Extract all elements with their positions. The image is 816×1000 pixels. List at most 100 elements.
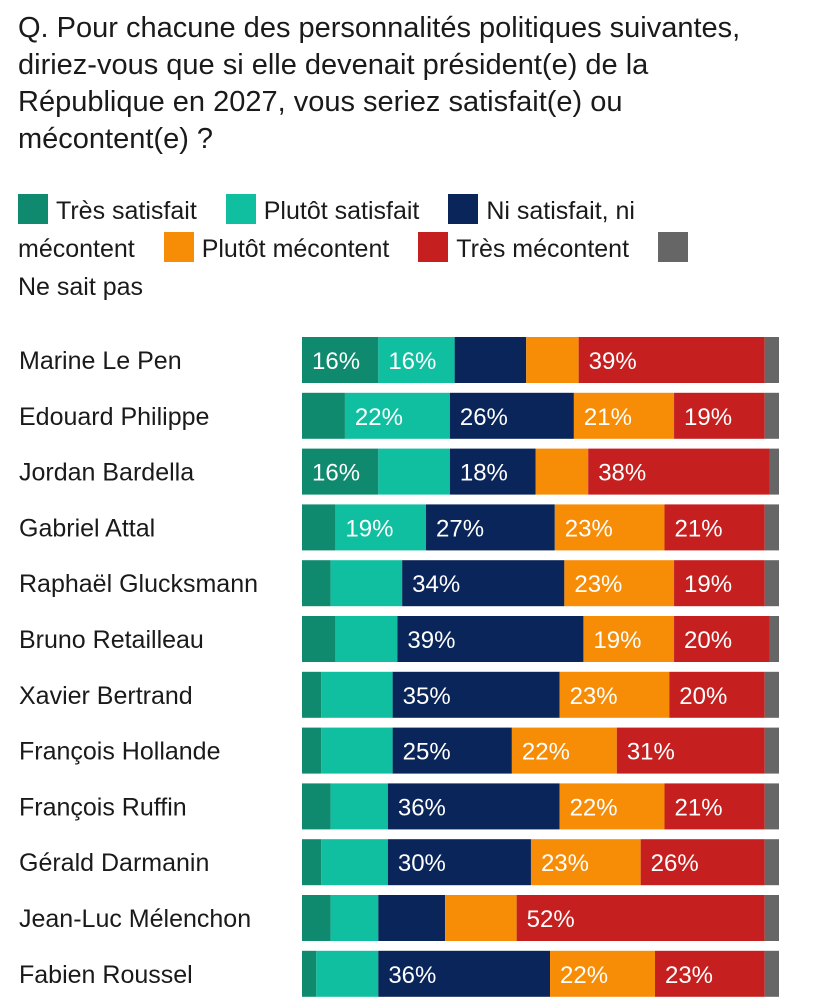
bar-segment — [321, 727, 393, 774]
category-label: Bruno Retailleau — [19, 626, 204, 654]
bar-segment — [664, 783, 765, 830]
bar-segment — [764, 727, 779, 774]
legend-label: Plutôt satisfait — [263, 197, 420, 225]
bar-segment — [302, 950, 317, 997]
bar-segment — [449, 448, 536, 495]
legend-label: Ne sait pas — [18, 273, 144, 301]
data-label: 22% — [522, 739, 570, 766]
data-label: 19% — [593, 627, 641, 654]
data-label: 19% — [684, 571, 732, 598]
legend-item: Plutôt satisfait — [225, 194, 420, 225]
chart-question-title: Q. Pour chacune des personnalités politi… — [18, 12, 741, 155]
bar-segment — [378, 337, 455, 383]
category-label: Gérald Darmanin — [19, 849, 209, 877]
bar-segment — [564, 560, 675, 607]
bar-segment — [669, 671, 765, 718]
bar-segment — [330, 895, 379, 941]
category-label: Edouard Philippe — [19, 403, 209, 431]
bar-segment — [302, 616, 336, 662]
data-label: 30% — [398, 850, 446, 877]
bar-segment — [392, 727, 512, 774]
data-label: 21% — [584, 404, 632, 431]
category-label: Jordan Bardella — [19, 459, 194, 487]
data-label: 23% — [574, 571, 622, 598]
bar-segment — [764, 504, 779, 551]
legend-item: Plutôt mécontent — [163, 232, 389, 263]
bar-segment — [583, 616, 675, 662]
legend-item: Très mécontent — [418, 232, 630, 263]
category-label: Fabien Roussel — [19, 961, 193, 989]
bar-segment — [559, 783, 665, 830]
data-label: 21% — [675, 794, 723, 821]
legend-item: Ni satisfait, ni mécontent — [18, 194, 635, 263]
bar-segment — [764, 839, 779, 886]
data-label: 26% — [651, 850, 699, 877]
bar-segment — [302, 783, 331, 830]
legend-label: Très mécontent — [456, 235, 630, 263]
legend-item: Ne sait pas — [18, 232, 696, 301]
bar-segment — [764, 783, 779, 830]
category-label: Marine Le Pen — [19, 347, 182, 375]
bar-segment — [426, 504, 555, 551]
category-label: Gabriel Attal — [19, 514, 155, 542]
data-label: 22% — [560, 962, 608, 989]
data-label: 26% — [460, 404, 508, 431]
legend-swatch — [418, 232, 449, 262]
data-label: 19% — [684, 404, 732, 431]
data-label: 19% — [345, 515, 393, 542]
bar-segment — [769, 448, 779, 495]
bar-segment — [640, 839, 765, 886]
data-label: 23% — [565, 515, 613, 542]
bar-segment — [516, 895, 765, 941]
bar-segment — [378, 448, 450, 495]
bar-segment — [321, 839, 388, 886]
bar-segment — [445, 895, 517, 941]
bar-segment — [302, 448, 379, 495]
chart-legend: Très satisfait Plutôt satisfait Ni satis… — [18, 192, 718, 306]
bar-segment — [302, 671, 322, 718]
category-label: François Ruffin — [19, 793, 187, 821]
bar-segment — [302, 895, 331, 941]
bar-segment — [578, 337, 765, 383]
category-label: François Hollande — [19, 738, 221, 766]
category-label: Raphaël Glucksmann — [19, 570, 258, 598]
bar-segment — [449, 392, 574, 439]
legend-swatch — [163, 232, 194, 262]
bar-segment — [674, 560, 765, 607]
bar-segment — [530, 839, 641, 886]
bar-segment — [330, 560, 403, 607]
bar-segment — [535, 448, 589, 495]
bar-segment — [769, 616, 779, 662]
bar-segment — [302, 839, 322, 886]
data-label: 35% — [403, 683, 451, 710]
bar-segment — [526, 337, 579, 383]
data-label: 16% — [312, 460, 360, 487]
data-label: 22% — [355, 404, 403, 431]
data-label: 52% — [527, 906, 575, 933]
data-label: 22% — [570, 794, 618, 821]
bar-segment — [387, 783, 560, 830]
bar-segment — [302, 560, 331, 607]
bar-segment — [573, 392, 675, 439]
bar-segment — [344, 392, 450, 439]
data-label: 36% — [388, 962, 436, 989]
bar-segment — [554, 504, 665, 551]
bar-segment — [335, 504, 427, 551]
bar-segment — [321, 671, 393, 718]
legend-label: Très satisfait — [56, 197, 197, 225]
data-label: 25% — [403, 739, 451, 766]
bar-segment — [654, 950, 765, 997]
bar-segment — [392, 671, 560, 718]
data-label: 39% — [407, 627, 455, 654]
bar-segment — [302, 337, 379, 383]
bar-segment — [511, 727, 617, 774]
bar-segment — [316, 950, 379, 997]
bar-segment — [764, 671, 779, 718]
bar-segment — [387, 839, 531, 886]
bar-segment — [764, 392, 779, 439]
bar-segment — [764, 950, 779, 997]
legend-swatch — [658, 232, 688, 262]
data-label: 38% — [598, 460, 646, 487]
legend-swatch — [448, 194, 479, 224]
